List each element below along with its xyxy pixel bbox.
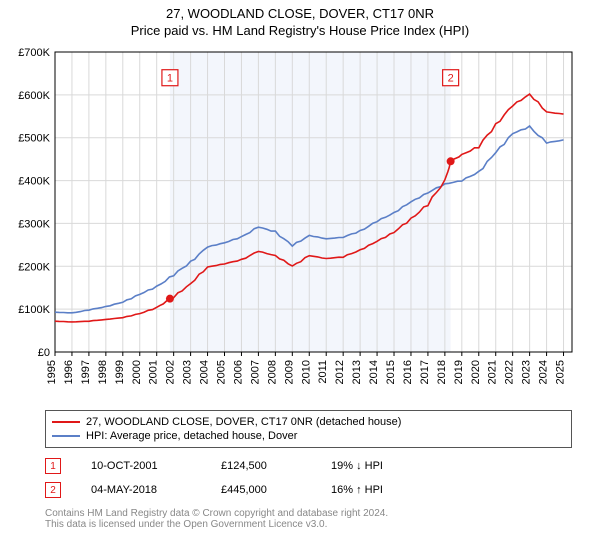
legend: 27, WOODLAND CLOSE, DOVER, CT17 0NR (det… bbox=[45, 410, 572, 448]
svg-text:2017: 2017 bbox=[419, 360, 431, 384]
legend-label: HPI: Average price, detached house, Dove… bbox=[86, 430, 297, 442]
svg-text:2008: 2008 bbox=[266, 360, 278, 384]
svg-text:2023: 2023 bbox=[521, 360, 533, 384]
svg-text:2025: 2025 bbox=[555, 360, 567, 384]
svg-text:2011: 2011 bbox=[317, 360, 329, 384]
svg-text:2006: 2006 bbox=[232, 360, 244, 384]
svg-text:1998: 1998 bbox=[97, 360, 109, 384]
svg-text:2019: 2019 bbox=[453, 360, 465, 384]
svg-text:2003: 2003 bbox=[182, 360, 194, 384]
svg-text:2001: 2001 bbox=[148, 360, 160, 384]
sales-table: 1 10-OCT-2001 £124,500 19% ↓ HPI 2 04-MA… bbox=[45, 454, 572, 502]
svg-text:2009: 2009 bbox=[283, 360, 295, 384]
sale-diff: 19% ↓ HPI bbox=[331, 460, 411, 472]
svg-text:2024: 2024 bbox=[538, 360, 550, 384]
svg-text:2021: 2021 bbox=[487, 360, 499, 384]
table-row: 2 04-MAY-2018 £445,000 16% ↑ HPI bbox=[45, 478, 572, 502]
svg-text:1: 1 bbox=[167, 73, 173, 85]
sale-price: £445,000 bbox=[221, 484, 301, 496]
legend-label: 27, WOODLAND CLOSE, DOVER, CT17 0NR (det… bbox=[86, 416, 401, 428]
sale-date: 10-OCT-2001 bbox=[91, 460, 191, 472]
svg-text:2020: 2020 bbox=[470, 360, 482, 384]
svg-text:2013: 2013 bbox=[351, 360, 363, 384]
svg-text:£0: £0 bbox=[38, 347, 50, 359]
legend-item: HPI: Average price, detached house, Dove… bbox=[52, 429, 565, 443]
svg-text:1995: 1995 bbox=[46, 360, 58, 384]
svg-text:1997: 1997 bbox=[80, 360, 92, 384]
chart-area: £0 £100K £200K £300K £400K £500K £600K £700K 199… bbox=[10, 44, 590, 404]
svg-text:2012: 2012 bbox=[334, 360, 346, 384]
sale-diff: 16% ↑ HPI bbox=[331, 484, 411, 496]
svg-text:2018: 2018 bbox=[436, 360, 448, 384]
svg-text:2004: 2004 bbox=[199, 360, 211, 384]
svg-text:2005: 2005 bbox=[216, 360, 228, 384]
svg-text:2007: 2007 bbox=[249, 360, 261, 384]
svg-text:£500K: £500K bbox=[18, 133, 50, 145]
sale-date: 04-MAY-2018 bbox=[91, 484, 191, 496]
footer-text: Contains HM Land Registry data © Crown c… bbox=[45, 508, 572, 530]
svg-text:£700K: £700K bbox=[18, 47, 50, 59]
svg-text:£200K: £200K bbox=[18, 261, 50, 273]
svg-text:1999: 1999 bbox=[114, 360, 126, 384]
table-row: 1 10-OCT-2001 £124,500 19% ↓ HPI bbox=[45, 454, 572, 478]
svg-text:2002: 2002 bbox=[165, 360, 177, 384]
chart-subtitle: Price paid vs. HM Land Registry's House … bbox=[0, 23, 600, 38]
svg-text:£600K: £600K bbox=[18, 90, 50, 102]
svg-text:2010: 2010 bbox=[300, 360, 312, 384]
svg-text:£300K: £300K bbox=[18, 218, 50, 230]
legend-item: 27, WOODLAND CLOSE, DOVER, CT17 0NR (det… bbox=[52, 415, 565, 429]
chart-title: 27, WOODLAND CLOSE, DOVER, CT17 0NR bbox=[0, 6, 600, 21]
svg-text:2016: 2016 bbox=[402, 360, 414, 384]
svg-text:£100K: £100K bbox=[18, 304, 50, 316]
svg-text:2014: 2014 bbox=[368, 360, 380, 384]
svg-text:2000: 2000 bbox=[131, 360, 143, 384]
svg-text:£400K: £400K bbox=[18, 176, 50, 188]
svg-text:2: 2 bbox=[448, 73, 454, 85]
svg-text:1996: 1996 bbox=[63, 360, 75, 384]
svg-text:2022: 2022 bbox=[504, 360, 516, 384]
sale-price: £124,500 bbox=[221, 460, 301, 472]
svg-text:2015: 2015 bbox=[385, 360, 397, 384]
